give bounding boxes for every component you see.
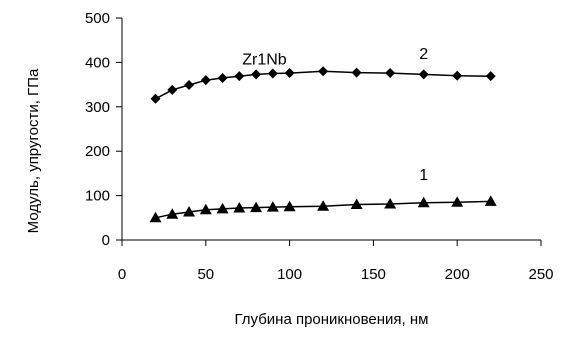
data-point	[184, 80, 195, 91]
y-tick-label: 100	[85, 188, 110, 205]
y-axis-label: Модуль, упругости, ГПа	[25, 68, 42, 233]
x-axis-ticks: 0 50 100 150 200 250	[118, 240, 554, 283]
x-tick-label: 200	[445, 266, 470, 283]
data-point	[451, 196, 464, 207]
data-point	[251, 69, 262, 80]
y-tick-label: 300	[85, 99, 110, 116]
data-point	[250, 201, 263, 213]
annotation: 2	[419, 46, 428, 63]
data-point	[266, 201, 279, 212]
y-tick-label: 0	[102, 232, 110, 249]
data-point	[199, 203, 212, 215]
x-tick-label: 150	[361, 266, 386, 283]
annotation: 1	[419, 167, 428, 184]
data-point	[216, 202, 229, 214]
data-point	[234, 71, 245, 82]
x-axis-label: Глубина проникновения, нм	[235, 311, 429, 328]
data-point	[452, 70, 463, 81]
data-point	[166, 208, 179, 219]
data-point	[150, 93, 161, 104]
annotation: Zr1Nb	[242, 52, 287, 69]
data-point	[318, 66, 329, 77]
x-tick-label: 100	[277, 266, 302, 283]
data-point	[283, 200, 296, 212]
data-point	[385, 68, 396, 79]
data-point	[284, 68, 295, 79]
y-tick-label: 400	[85, 54, 110, 71]
series-1	[149, 195, 497, 223]
series-layer	[149, 66, 497, 223]
data-point	[149, 211, 162, 223]
y-axis-ticks: 0 100 200 300 400 500	[85, 10, 122, 249]
data-point	[384, 198, 397, 209]
data-point	[485, 71, 496, 82]
data-point	[183, 206, 196, 217]
data-point	[233, 202, 246, 213]
data-point	[418, 69, 429, 80]
x-tick-label: 50	[197, 266, 214, 283]
data-point	[351, 67, 362, 78]
y-tick-label: 500	[85, 10, 110, 27]
data-point	[200, 75, 211, 86]
annotation-layer: Zr1Nb 2 1	[242, 46, 428, 184]
x-tick-label: 0	[118, 266, 126, 283]
data-point	[167, 84, 178, 95]
x-tick-label: 250	[528, 266, 553, 283]
series-2	[150, 66, 496, 104]
data-point	[267, 68, 278, 79]
data-point	[317, 200, 330, 211]
data-point	[217, 72, 228, 83]
data-point	[484, 195, 497, 206]
data-point	[417, 196, 430, 208]
y-tick-label: 200	[85, 143, 110, 160]
data-point	[350, 198, 363, 209]
